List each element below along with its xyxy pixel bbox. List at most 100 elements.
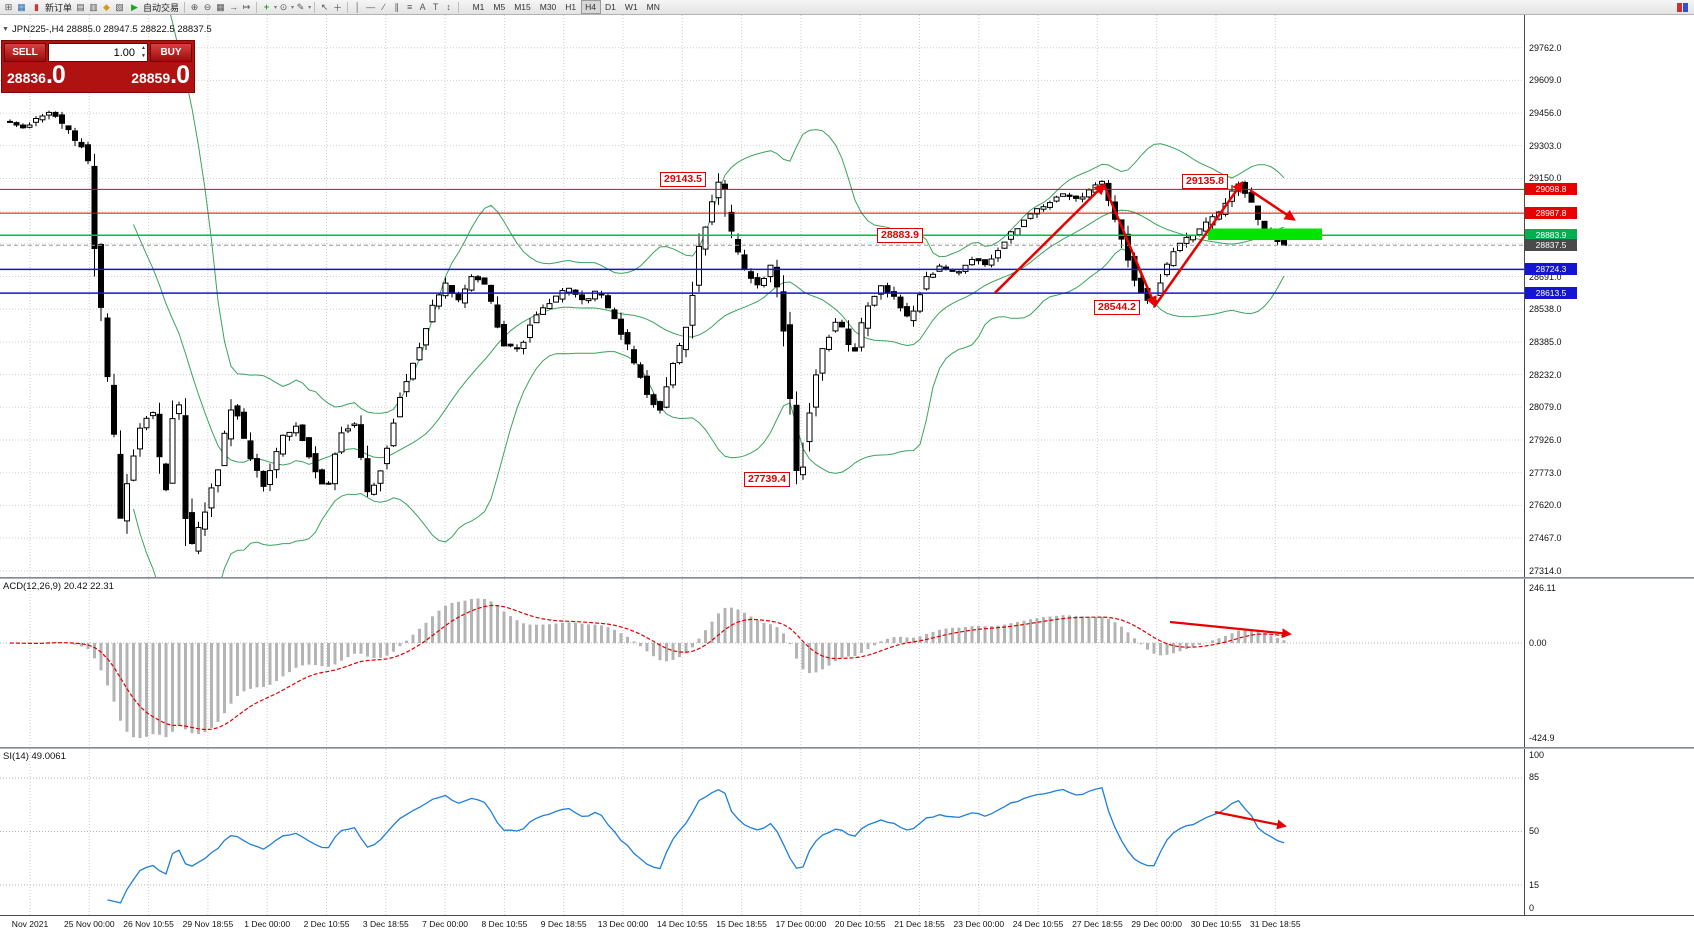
- new-chart-icon[interactable]: ⊞: [4, 1, 13, 12]
- price-axis[interactable]: 29762.029609.029456.029303.029150.028997…: [1525, 15, 1694, 915]
- rsi-axis-label: 0: [1529, 903, 1535, 913]
- price-annotation-box[interactable]: 28544.2: [1094, 300, 1140, 315]
- chart-window-icon[interactable]: ▦: [17, 1, 26, 12]
- time-axis-label: 9 Dec 18:55: [540, 919, 587, 929]
- price-tag-pivot-line: 28883.9: [1525, 229, 1577, 241]
- time-axis-label: Nov 2021: [11, 919, 49, 929]
- price-annotation-box[interactable]: 29135.8: [1182, 174, 1228, 189]
- zoom-in-icon[interactable]: ⊕: [190, 1, 199, 12]
- new-order-button[interactable]: ▮ 新订单: [28, 1, 74, 14]
- sell-price[interactable]: 28836.0: [7, 62, 66, 92]
- templates-caret-icon[interactable]: ▾: [308, 4, 312, 11]
- price-axis-label: 27467.0: [1529, 533, 1562, 543]
- price-annotation-box[interactable]: 28883.9: [877, 228, 923, 243]
- price-annotation-box[interactable]: 27739.4: [744, 472, 790, 487]
- timeframe-button-h4[interactable]: H4: [580, 0, 601, 14]
- label-tool-icon[interactable]: T: [432, 2, 439, 12]
- auto-scroll-icon[interactable]: →: [229, 2, 239, 12]
- time-axis-label: 27 Dec 18:55: [1072, 919, 1123, 929]
- volume-spinner: ▲ ▼: [141, 44, 146, 60]
- price-axis-label: 28079.0: [1529, 402, 1562, 412]
- charts-icon[interactable]: ▤: [76, 1, 85, 12]
- price-axis-label: 29762.0: [1529, 43, 1562, 53]
- price-tag-resistance-line-1: 29098.8: [1525, 183, 1577, 195]
- channel-tool-icon[interactable]: ∥: [394, 1, 399, 12]
- cursor-tool-icon[interactable]: ↖: [320, 1, 329, 12]
- mql5-icon[interactable]: ◆: [103, 1, 110, 12]
- one-click-collapse-icon[interactable]: ▼: [2, 26, 9, 33]
- timeframe-button-m30[interactable]: M30: [539, 2, 557, 12]
- price-axis-label: 29303.0: [1529, 141, 1562, 151]
- one-click-trading-panel: SELL 1.00 ▲ ▼ BUY 28836.0 28859.0: [1, 40, 195, 93]
- sell-button[interactable]: SELL: [4, 43, 46, 62]
- buy-price-main: 28859: [131, 70, 171, 86]
- auto-trading-button[interactable]: ▶ 自动交易: [126, 1, 181, 14]
- arrows-tool-icon[interactable]: ↕: [446, 2, 451, 12]
- time-axis-label: 1 Dec 00:00: [244, 919, 291, 929]
- toolbar: ⊞ ▦ ▮ 新订单 ▤ ▥ ◆ ▧ ▶ 自动交易 ⊕ ⊖ ▦ → ↦ + ▾ ⊙ ▾…: [0, 0, 1694, 15]
- toolbar-separator: [184, 1, 186, 13]
- toolbar-separator: [314, 1, 316, 13]
- timeframe-button-h1[interactable]: H1: [565, 2, 577, 12]
- rsi-axis-label: 85: [1529, 772, 1540, 782]
- volume-up-icon[interactable]: ▲: [141, 45, 146, 51]
- trendline-tool-icon[interactable]: ∕: [382, 2, 385, 12]
- timeframe-button-m1[interactable]: M1: [472, 2, 485, 12]
- timeframe-button-d1[interactable]: D1: [605, 2, 616, 12]
- indicators-caret-icon[interactable]: ▾: [274, 4, 278, 11]
- templates-icon[interactable]: ✎: [296, 1, 305, 12]
- time-axis-label: 26 Nov 10:55: [123, 919, 174, 929]
- volume-down-icon[interactable]: ▼: [141, 53, 146, 59]
- price-axis-label: 28691.0: [1529, 272, 1562, 282]
- price-axis-label: 29609.0: [1529, 75, 1562, 85]
- indicators-icon[interactable]: +: [263, 2, 270, 12]
- symbol-ohlc-readout: JPN225-,H4 28885.0 28947.5 28822.5 28837…: [12, 24, 212, 35]
- rsi-axis-label: 100: [1529, 750, 1545, 760]
- layouts-icon[interactable]: ▧: [115, 1, 124, 12]
- chart-shift-icon[interactable]: ↦: [242, 1, 251, 12]
- price-axis-label: 27773.0: [1529, 468, 1562, 478]
- price-annotation-box[interactable]: 29143.5: [660, 172, 706, 187]
- crosshair-tool-icon[interactable]: ＋: [333, 2, 343, 13]
- fibonacci-tool-icon[interactable]: ≡: [406, 2, 413, 12]
- zoom-out-icon[interactable]: ⊖: [203, 1, 212, 12]
- macd-axis-label: -424.9: [1529, 733, 1555, 743]
- price-axis-label: 28538.0: [1529, 304, 1562, 314]
- time-axis-label: 31 Dec 18:55: [1250, 919, 1301, 929]
- macd-axis-label: 0.00: [1529, 638, 1547, 648]
- text-tool-icon[interactable]: A: [419, 2, 426, 12]
- tile-windows-icon[interactable]: ▦: [216, 1, 225, 12]
- macd-label: ACD(12,26,9) 20.42 22.31: [3, 581, 114, 592]
- rsi-label: SI(14) 49.0061: [3, 751, 66, 762]
- new-order-label: 新订单: [45, 2, 73, 13]
- toolbar-separator: [256, 1, 258, 13]
- price-axis-border: [1524, 15, 1525, 915]
- price-axis-label: 27926.0: [1529, 435, 1562, 445]
- periods-icon[interactable]: ⊙: [279, 1, 288, 12]
- macd-axis-label: 246.11: [1529, 583, 1556, 593]
- time-axis-label: 21 Dec 18:55: [894, 919, 945, 929]
- price-tag-support-line-1: 28724.3: [1525, 263, 1577, 275]
- rsi-axis-label: 50: [1529, 826, 1540, 836]
- macd-panel-separator[interactable]: [0, 577, 1694, 579]
- time-axis-label: 30 Dec 10:55: [1190, 919, 1242, 929]
- timeframe-button-m5[interactable]: M5: [493, 2, 506, 12]
- price-axis-label: 27314.0: [1529, 566, 1562, 576]
- periods-caret-icon[interactable]: ▾: [291, 4, 295, 11]
- volume-input[interactable]: 1.00 ▲ ▼: [48, 43, 148, 62]
- price-axis-label: 28232.0: [1529, 370, 1562, 380]
- timeframe-button-mn[interactable]: MN: [646, 2, 660, 12]
- buy-price[interactable]: 28859.0: [131, 62, 190, 92]
- buy-button[interactable]: BUY: [150, 43, 192, 62]
- profiles-icon[interactable]: ▥: [89, 1, 98, 12]
- vertical-line-tool-icon[interactable]: │: [354, 2, 361, 12]
- right-toolbar-icon-blue: [1683, 2, 1688, 12]
- rsi-panel-separator[interactable]: [0, 747, 1694, 749]
- right-toolbar-icon[interactable]: [1677, 2, 1688, 12]
- horizontal-line-tool-icon[interactable]: ―: [366, 2, 376, 12]
- timeframe-button-w1[interactable]: W1: [624, 2, 638, 12]
- time-axis-label: 29 Nov 18:55: [182, 919, 234, 929]
- timeframe-button-m15[interactable]: M15: [514, 2, 531, 12]
